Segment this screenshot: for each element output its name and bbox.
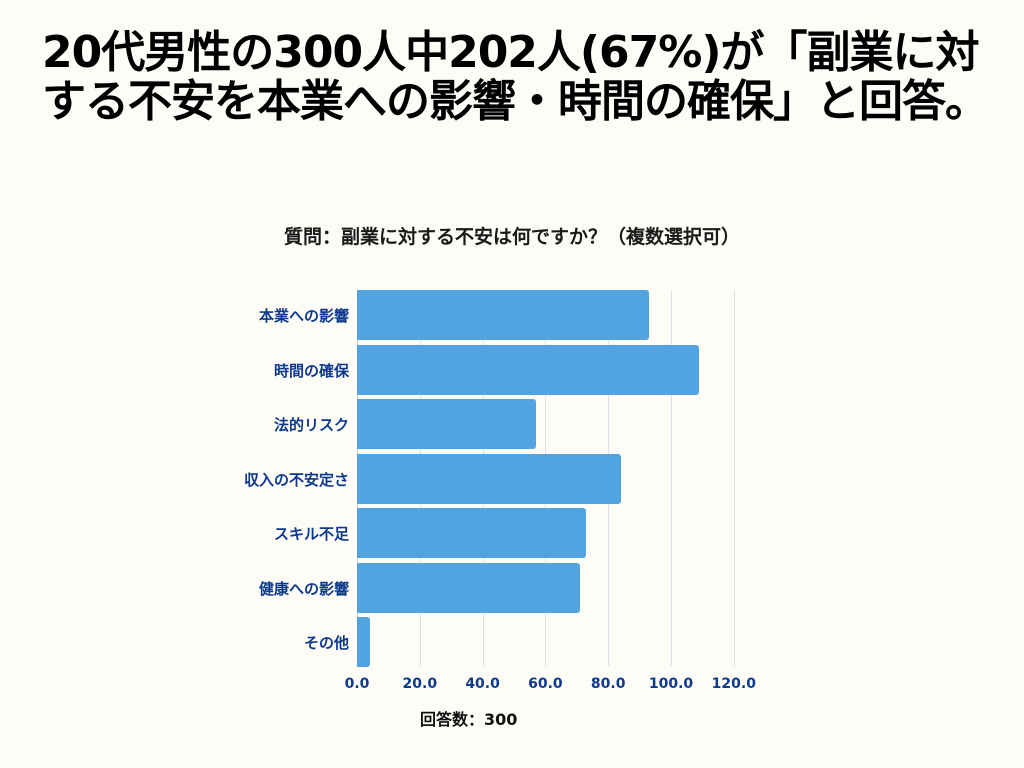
category-label: 時間の確保 xyxy=(273,361,349,380)
x-tick-label: 100.0 xyxy=(648,676,694,692)
bar xyxy=(357,290,650,340)
bar xyxy=(357,617,370,667)
plot-area xyxy=(357,290,777,667)
category-label: 健康への影響 xyxy=(258,579,349,598)
bar-row xyxy=(357,508,777,558)
x-tick-label: 120.0 xyxy=(711,676,756,692)
bar-row xyxy=(357,399,777,449)
bar-row xyxy=(357,344,777,395)
x-tick-label: 20.0 xyxy=(402,676,438,692)
bar-row xyxy=(357,453,777,504)
bar xyxy=(357,508,587,558)
bar-row xyxy=(357,562,777,613)
x-tick-label: 60.0 xyxy=(528,676,563,692)
category-label: その他 xyxy=(303,634,349,652)
gridline xyxy=(733,290,735,666)
x-tick-label: 0.0 xyxy=(344,676,370,692)
bar xyxy=(357,399,536,449)
category-label: 法的リスク xyxy=(273,416,349,434)
category-label: 収入の不安定さ xyxy=(243,470,349,489)
category-label: 本業への影響 xyxy=(258,307,349,325)
chart-title: 質問：副業に対する不安は何ですか？（複数選択可） xyxy=(283,226,740,248)
bar xyxy=(357,344,700,395)
bar-row xyxy=(357,617,777,667)
bar xyxy=(357,562,580,613)
headline: 20代男性の300人中202人(67%)が「副業に対する不安を本業への影響・時間… xyxy=(42,27,989,127)
response-count: 回答数：300 xyxy=(420,710,518,729)
bar-row xyxy=(357,290,777,340)
x-tick-label: 80.0 xyxy=(590,676,626,692)
x-tick-label: 40.0 xyxy=(465,676,500,692)
gridline xyxy=(671,290,672,666)
category-label: スキル不足 xyxy=(273,525,349,543)
bar xyxy=(357,453,621,504)
